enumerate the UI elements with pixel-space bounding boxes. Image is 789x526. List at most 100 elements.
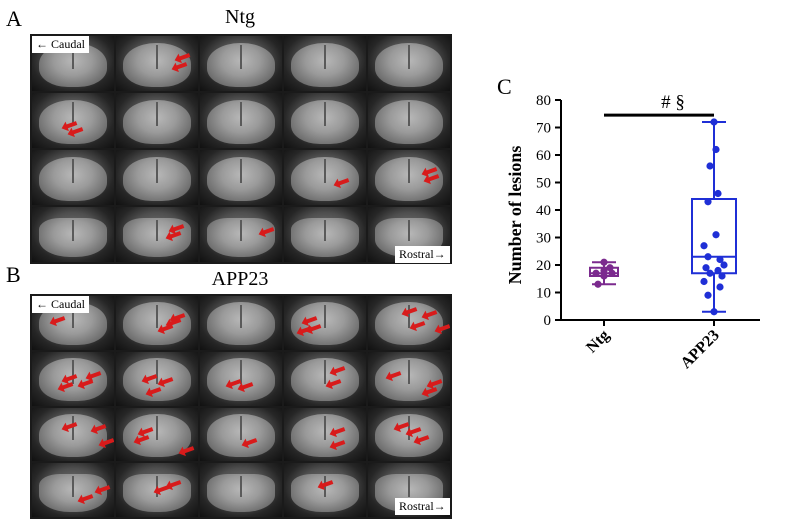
y-tick-label: 60 xyxy=(536,148,551,164)
ntg-mri-slice xyxy=(200,93,282,148)
ntg-mri-grid xyxy=(30,34,452,264)
data-point xyxy=(704,253,712,261)
brain-section xyxy=(290,358,360,402)
brain-section xyxy=(206,413,276,457)
y-axis-label: Number of lesions xyxy=(505,146,525,285)
brain-section xyxy=(206,358,276,402)
app23-mri-slice xyxy=(32,407,114,462)
data-point xyxy=(714,189,722,198)
data-point xyxy=(718,272,726,280)
brain-section xyxy=(290,42,360,87)
brain-section xyxy=(206,99,276,144)
data-point xyxy=(720,261,728,269)
ntg-mri-slice xyxy=(116,36,198,91)
ntg-mri-slice xyxy=(32,93,114,148)
app23-mri-slice xyxy=(284,351,366,406)
y-tick-label: 40 xyxy=(536,203,551,219)
y-tick-label: 80 xyxy=(536,93,551,109)
app23-mri-slice xyxy=(200,407,282,462)
ntg-mri-slice xyxy=(284,93,366,148)
brain-section xyxy=(290,99,360,144)
data-point xyxy=(716,283,724,291)
brain-section xyxy=(38,218,108,257)
ntg-mri-slice xyxy=(200,207,282,262)
ntg-mri-slice xyxy=(368,150,450,205)
ntg-mri-slice xyxy=(284,207,366,262)
data-point xyxy=(704,291,712,299)
brain-section xyxy=(38,413,108,457)
data-point xyxy=(706,269,714,277)
data-point xyxy=(714,266,722,275)
data-point xyxy=(710,118,718,126)
app23-mri-slice xyxy=(32,463,114,517)
brain-section xyxy=(290,413,360,457)
data-point xyxy=(704,198,712,206)
app23-mri-slice xyxy=(116,351,198,406)
x-category-label: Ntg xyxy=(583,327,613,357)
data-point xyxy=(608,269,616,277)
data-point xyxy=(710,308,718,316)
brain-section xyxy=(290,474,360,512)
data-point xyxy=(700,242,708,250)
app23-rostral-label: Rostral→ xyxy=(395,498,450,515)
panel-c-letter: C xyxy=(497,74,512,99)
app23-mri-slice xyxy=(200,296,282,350)
panel-b-title: APP23 xyxy=(211,268,269,290)
data-point xyxy=(712,231,720,239)
data-point xyxy=(716,255,724,264)
ntg-mri-slice xyxy=(32,207,114,262)
y-tick-label: 30 xyxy=(536,231,551,247)
ntg-mri-slice xyxy=(284,36,366,91)
data-point xyxy=(600,266,608,275)
data-point xyxy=(712,145,720,154)
app23-mri-slice xyxy=(32,351,114,406)
app23-mri-slice xyxy=(368,351,450,406)
y-tick-label: 70 xyxy=(536,121,551,137)
brain-section xyxy=(374,42,444,87)
app23-mri-slice xyxy=(200,463,282,517)
ntg-mri-slice xyxy=(200,36,282,91)
box-iqr xyxy=(691,198,737,275)
data-point xyxy=(592,269,600,277)
data-point xyxy=(594,280,602,288)
panel-a-letter: A xyxy=(6,6,22,31)
ntg-mri-slice xyxy=(116,207,198,262)
brain-section xyxy=(206,474,276,512)
app23-caudal-label: ← Caudal xyxy=(32,296,89,313)
y-tick-label: 0 xyxy=(544,313,552,329)
data-point xyxy=(706,162,714,170)
brain-section xyxy=(374,99,444,144)
ntg-mri-slice xyxy=(32,150,114,205)
app23-mri-slice xyxy=(116,407,198,462)
ntg-mri-slice xyxy=(116,93,198,148)
y-tick-label: 50 xyxy=(536,176,551,192)
brain-section xyxy=(122,99,192,144)
ntg-mri-slice xyxy=(368,93,450,148)
y-tick-label: 10 xyxy=(536,286,551,302)
app23-mri-slice xyxy=(200,351,282,406)
panel-a-title: Ntg xyxy=(225,6,255,28)
app23-mri-slice xyxy=(284,407,366,462)
data-point xyxy=(600,258,608,266)
app23-mri-slice xyxy=(284,296,366,350)
x-category-label: APP23 xyxy=(677,327,722,372)
data-point xyxy=(702,264,710,272)
app23-mri-slice xyxy=(116,296,198,350)
ntg-caudal-label: ← Caudal xyxy=(32,36,89,53)
data-point xyxy=(600,272,608,280)
app23-mri-slice xyxy=(368,407,450,462)
ntg-mri-slice xyxy=(284,150,366,205)
ntg-mri-slice xyxy=(368,36,450,91)
app23-mri-slice xyxy=(116,463,198,517)
brain-section xyxy=(290,218,360,257)
brain-section xyxy=(206,156,276,201)
brain-section xyxy=(122,302,192,346)
app23-mri-slice xyxy=(368,296,450,350)
app23-mri-grid xyxy=(30,294,452,519)
y-tick-label: 20 xyxy=(536,258,551,274)
data-point xyxy=(606,264,614,272)
ntg-mri-slice xyxy=(116,150,198,205)
app23-mri-slice xyxy=(284,463,366,517)
brain-section xyxy=(206,302,276,346)
